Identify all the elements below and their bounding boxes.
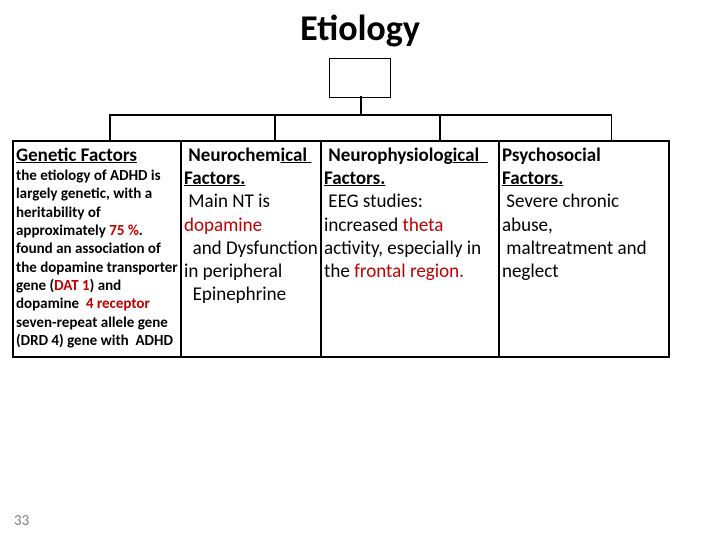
tree-stem (360, 96, 362, 114)
factor-boxes-row: Genetic Factors the etiology of ADHD is … (12, 140, 708, 358)
heading-neurophys-pre: Neurophysiolog (324, 144, 453, 167)
box-neurophysiological-factors: Neurophysiological Factors. EEG studies:… (320, 140, 500, 358)
heading-psychosocial-und: Factors. (502, 167, 563, 190)
heading-neurochem-pre: Neurochem (184, 144, 280, 167)
hierarchy-connector (30, 58, 690, 138)
tree-root-box (329, 58, 391, 98)
slide: Etiology Genetic Factors the etiology of… (0, 0, 720, 540)
box-genetic-factors: Genetic Factors the etiology of ADHD is … (12, 140, 182, 358)
box-psychosocial-factors: Psychosocial Factors. Severe chronic abu… (498, 140, 670, 358)
slide-number: 33 (14, 512, 29, 530)
heading-psychosocial-pre: Psychosocial (502, 144, 605, 167)
box-neurochemical-factors: Neurochemical Factors. Main NT is dopami… (180, 140, 322, 358)
body-genetic: the etiology of ADHD is largely genetic,… (16, 167, 178, 350)
body-psychosocial: Severe chronic abuse, maltreatment and n… (502, 190, 666, 283)
heading-genetic: Genetic Factors (16, 144, 137, 167)
body-neurophys: EEG studies: increased theta activity, e… (324, 190, 496, 283)
slide-title: Etiology (0, 6, 720, 50)
body-neurochem: Main NT is dopamine and Dysfunction in p… (184, 190, 318, 306)
tree-h-bar (109, 114, 611, 116)
